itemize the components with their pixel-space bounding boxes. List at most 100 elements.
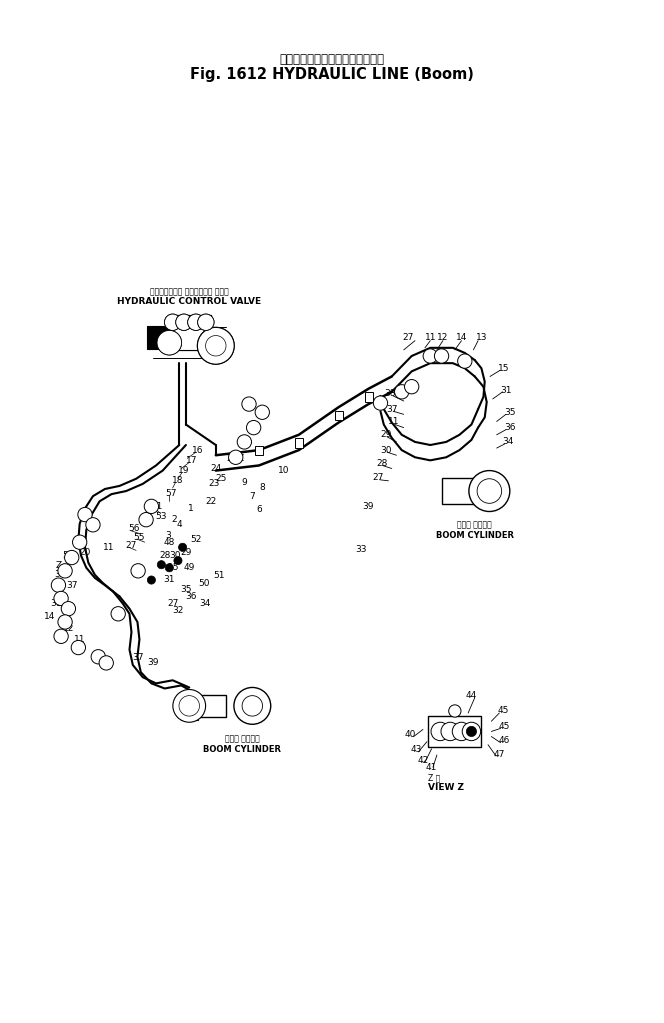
Text: 30: 30	[380, 446, 392, 454]
Circle shape	[86, 518, 100, 532]
Circle shape	[404, 380, 419, 394]
Text: 23: 23	[208, 480, 220, 488]
Circle shape	[234, 687, 271, 724]
Text: 27: 27	[167, 599, 179, 608]
Circle shape	[246, 420, 261, 435]
Circle shape	[61, 602, 76, 616]
Text: 29: 29	[180, 548, 192, 557]
Circle shape	[242, 397, 256, 411]
Bar	[335, 411, 343, 419]
Bar	[193, 695, 226, 717]
Circle shape	[431, 722, 450, 741]
Circle shape	[157, 561, 165, 569]
Circle shape	[54, 591, 68, 606]
Text: 42: 42	[418, 756, 428, 764]
Circle shape	[111, 607, 125, 621]
Circle shape	[206, 336, 226, 356]
Text: 4: 4	[177, 521, 182, 529]
Text: 41: 41	[426, 763, 438, 771]
Text: 20: 20	[79, 548, 91, 557]
Text: 28: 28	[376, 459, 388, 468]
Bar	[167, 315, 210, 350]
Text: 31: 31	[500, 387, 512, 395]
Circle shape	[255, 405, 270, 419]
Text: 11: 11	[424, 333, 436, 342]
Text: HYDRAULIC CONTROL VALVE: HYDRAULIC CONTROL VALVE	[117, 298, 262, 306]
Circle shape	[157, 330, 181, 355]
Text: 53: 53	[155, 513, 167, 521]
Text: 9: 9	[242, 479, 247, 487]
Text: 11: 11	[74, 635, 86, 643]
Text: BOOM CYLINDER: BOOM CYLINDER	[436, 531, 514, 539]
Text: 22: 22	[206, 497, 216, 505]
Circle shape	[51, 578, 66, 592]
Circle shape	[157, 330, 181, 355]
Circle shape	[198, 314, 214, 330]
Bar	[442, 478, 481, 503]
Text: 12: 12	[62, 624, 74, 632]
Circle shape	[91, 650, 106, 664]
Text: 38: 38	[54, 571, 66, 579]
Circle shape	[441, 722, 459, 741]
Text: 52: 52	[190, 535, 202, 543]
Circle shape	[176, 314, 192, 330]
Circle shape	[58, 615, 72, 629]
Text: ブーム シリンダ: ブーム シリンダ	[457, 521, 492, 529]
Circle shape	[466, 726, 477, 737]
Circle shape	[54, 629, 68, 643]
Text: 25: 25	[215, 475, 227, 483]
Text: 14: 14	[44, 613, 56, 621]
Text: 3: 3	[165, 531, 171, 539]
Text: 11: 11	[388, 417, 400, 426]
Text: 27: 27	[373, 474, 384, 482]
Circle shape	[197, 327, 234, 364]
Circle shape	[452, 722, 471, 741]
Text: 26: 26	[226, 454, 238, 462]
Circle shape	[72, 535, 87, 549]
Text: 8: 8	[260, 484, 265, 492]
Text: 36: 36	[504, 424, 516, 432]
Text: 27: 27	[125, 541, 137, 549]
Circle shape	[58, 564, 72, 578]
Circle shape	[179, 543, 187, 551]
Circle shape	[179, 696, 199, 716]
Text: 31: 31	[163, 575, 175, 583]
Bar	[167, 315, 210, 350]
Text: 33: 33	[355, 545, 367, 553]
Text: 49: 49	[183, 564, 195, 572]
Text: Z 矢: Z 矢	[428, 773, 440, 782]
Text: 34: 34	[199, 599, 210, 608]
Text: VIEW Z: VIEW Z	[428, 784, 464, 792]
Text: 37: 37	[66, 581, 78, 589]
Bar	[181, 692, 198, 720]
Text: 6: 6	[256, 505, 262, 514]
Text: 43: 43	[410, 746, 422, 754]
Text: ハイドロリック コントロール バルブ: ハイドロリック コントロール バルブ	[150, 287, 228, 296]
Circle shape	[144, 499, 159, 514]
Text: 28: 28	[159, 551, 171, 560]
Circle shape	[228, 450, 243, 464]
Text: 48: 48	[163, 538, 175, 546]
Text: 15: 15	[168, 564, 180, 572]
Circle shape	[174, 557, 182, 565]
Bar	[295, 438, 303, 448]
Text: 24: 24	[210, 464, 221, 473]
Text: 56: 56	[128, 525, 140, 533]
Text: 45: 45	[497, 707, 509, 715]
Circle shape	[165, 564, 173, 572]
Text: 1: 1	[189, 504, 194, 513]
Text: 47: 47	[493, 751, 505, 759]
Bar	[255, 446, 263, 454]
Text: 38: 38	[384, 390, 396, 398]
Text: 12: 12	[437, 333, 449, 342]
Text: Z: Z	[238, 454, 244, 462]
Circle shape	[78, 507, 92, 522]
Circle shape	[99, 656, 114, 670]
Circle shape	[188, 314, 204, 330]
Text: 50: 50	[199, 579, 210, 587]
Text: 35: 35	[180, 585, 192, 593]
Text: 36: 36	[185, 592, 197, 601]
Text: 7: 7	[250, 492, 255, 500]
Text: 16: 16	[192, 446, 204, 454]
Circle shape	[462, 722, 481, 741]
